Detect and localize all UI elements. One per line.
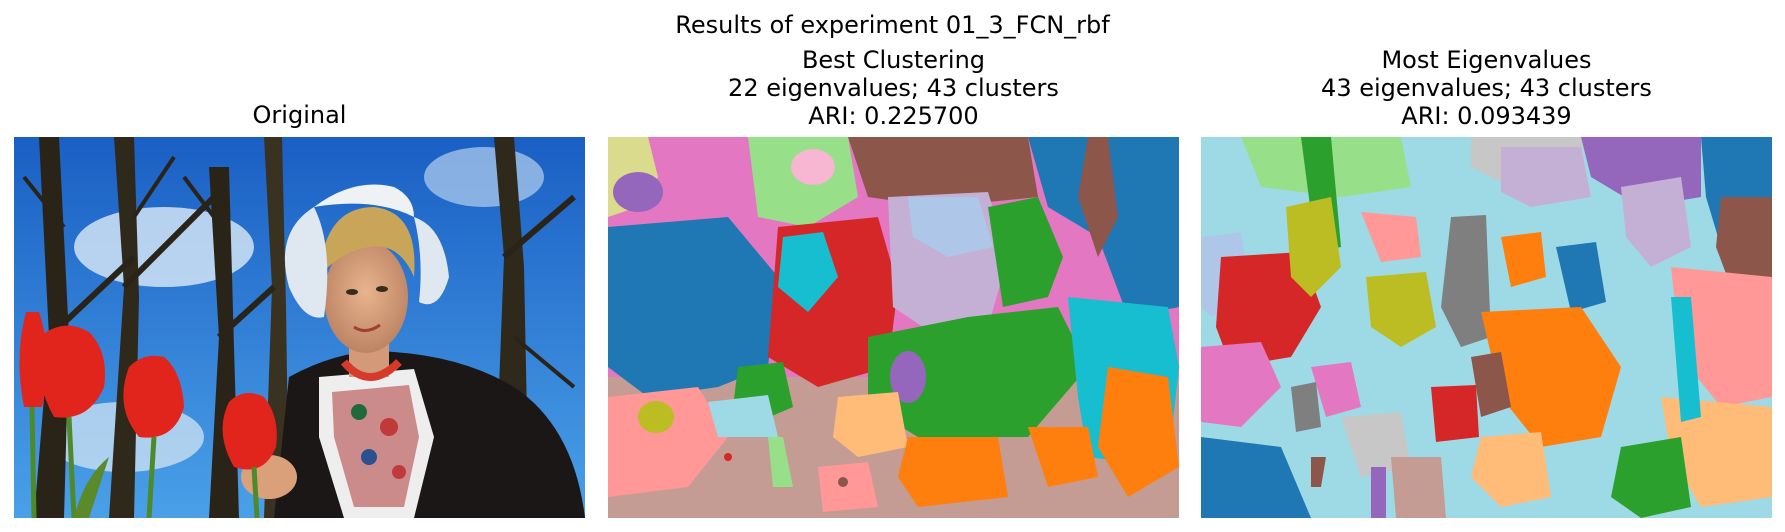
panel-title-best-clustering: Best Clustering 22 eigenvalues; 43 clust… bbox=[608, 46, 1179, 130]
most-eigenvalues-image bbox=[1201, 137, 1772, 518]
panel-title-line: ARI: 0.093439 bbox=[1401, 102, 1572, 130]
panel-title-line: 43 eigenvalues; 43 clusters bbox=[1321, 74, 1652, 102]
panel-title-line: ARI: 0.225700 bbox=[808, 102, 979, 130]
best-clustering-image bbox=[608, 137, 1179, 518]
panel-title-most-eigenvalues: Most Eigenvalues 43 eigenvalues; 43 clus… bbox=[1201, 46, 1772, 130]
panel-title-line: Original bbox=[252, 101, 347, 129]
panel-title-line: Most Eigenvalues bbox=[1381, 46, 1592, 74]
figure-suptitle: Results of experiment 01_3_FCN_rbf bbox=[675, 11, 1110, 39]
panel-title-line: 22 eigenvalues; 43 clusters bbox=[728, 74, 1059, 102]
panel-title-line: Best Clustering bbox=[801, 46, 986, 74]
panel-title-original: Original bbox=[14, 101, 585, 129]
original-image bbox=[14, 137, 585, 518]
